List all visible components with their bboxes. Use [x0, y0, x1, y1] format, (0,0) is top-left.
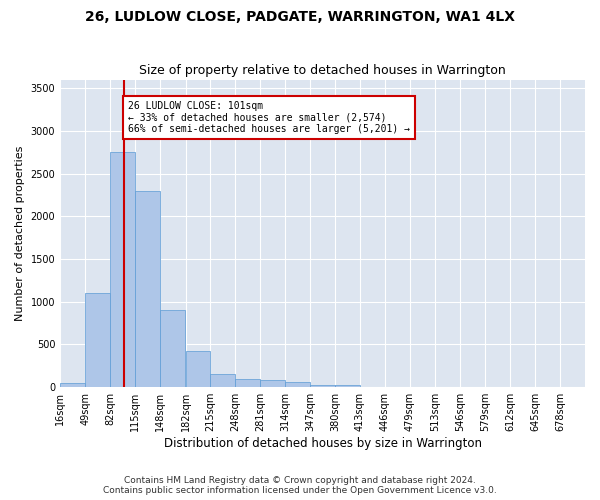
Bar	[235, 378, 260, 387]
Y-axis label: Number of detached properties: Number of detached properties	[15, 146, 25, 321]
Text: 26 LUDLOW CLOSE: 101sqm
← 33% of detached houses are smaller (2,574)
66% of semi: 26 LUDLOW CLOSE: 101sqm ← 33% of detache…	[128, 101, 410, 134]
Bar	[260, 380, 285, 387]
Bar	[85, 293, 110, 387]
Bar	[285, 382, 310, 387]
Bar	[310, 384, 335, 387]
Title: Size of property relative to detached houses in Warrington: Size of property relative to detached ho…	[139, 64, 506, 77]
Bar	[135, 190, 160, 387]
Text: 26, LUDLOW CLOSE, PADGATE, WARRINGTON, WA1 4LX: 26, LUDLOW CLOSE, PADGATE, WARRINGTON, W…	[85, 10, 515, 24]
Bar	[185, 352, 211, 387]
Bar	[60, 383, 85, 387]
Bar	[211, 374, 235, 387]
Text: Contains HM Land Registry data © Crown copyright and database right 2024.
Contai: Contains HM Land Registry data © Crown c…	[103, 476, 497, 495]
X-axis label: Distribution of detached houses by size in Warrington: Distribution of detached houses by size …	[164, 437, 482, 450]
Bar	[160, 310, 185, 387]
Bar	[110, 152, 135, 387]
Bar	[335, 386, 360, 387]
